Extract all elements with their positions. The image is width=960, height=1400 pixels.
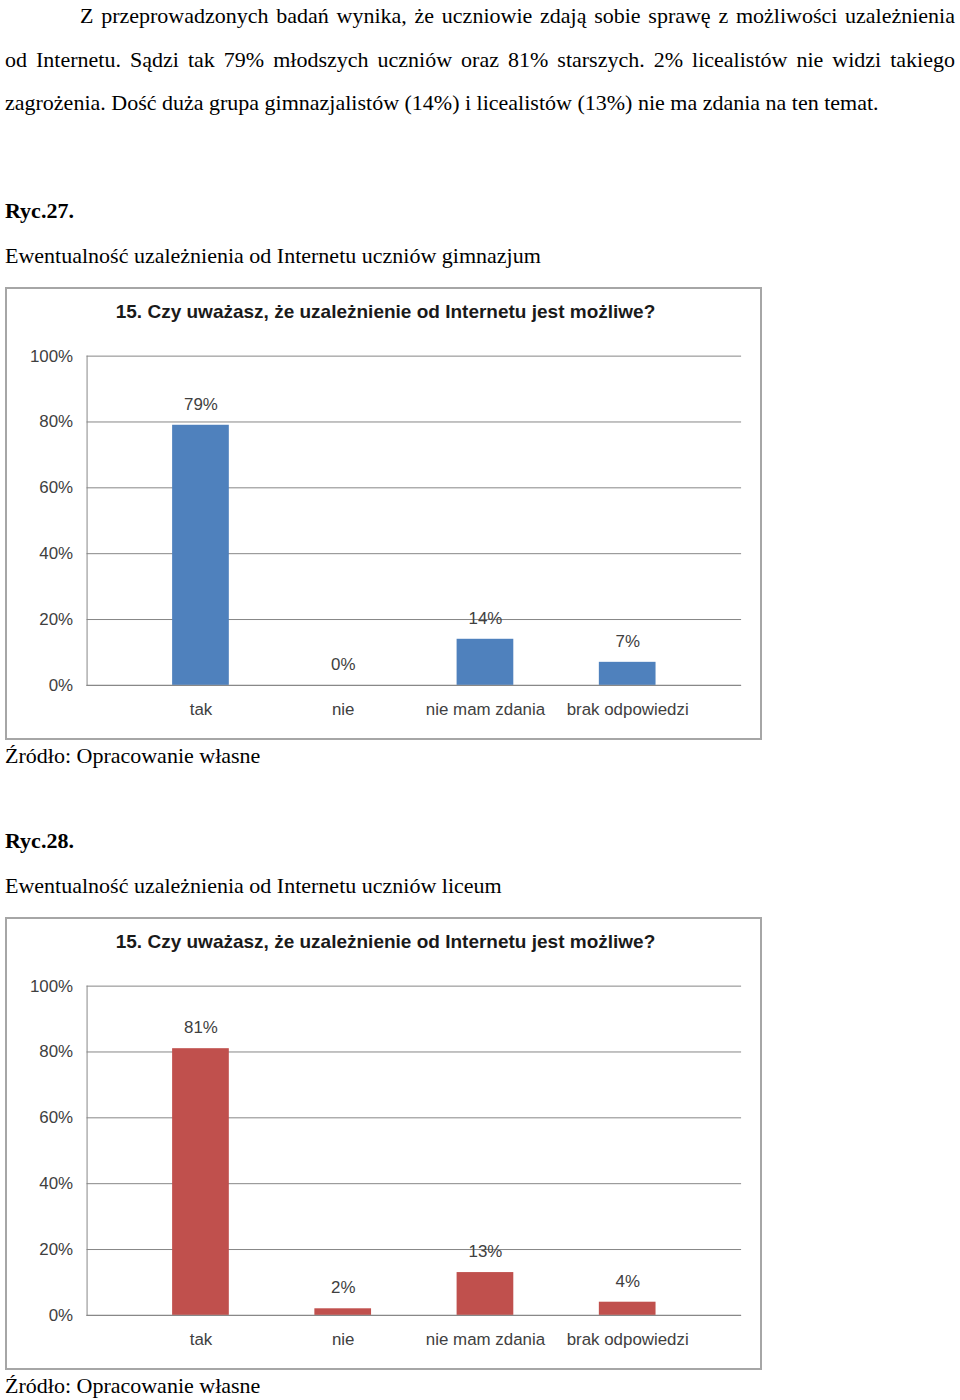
svg-text:nie mam zdania: nie mam zdania (426, 700, 546, 719)
svg-text:nie: nie (332, 700, 355, 719)
svg-text:0%: 0% (49, 1306, 73, 1325)
html-text:Z przeprowadzonych badań wynik: Z przeprowadzonych badań wynika, że uczn… (5, 3, 955, 115)
svg-text:2%: 2% (331, 1278, 355, 1297)
svg-text:7%: 7% (615, 632, 639, 651)
svg-text:100%: 100% (30, 347, 73, 366)
html-text:15. Czy uważasz, że uzależnien: 15. Czy uważasz, że uzależnienie od Inte… (115, 301, 656, 322)
svg-text:20%: 20% (39, 1240, 73, 1259)
html-text:15. Czy uważasz, że uzależnien: 15. Czy uważasz, że uzależnienie od Inte… (115, 931, 656, 952)
svg-text:nie mam zdania: nie mam zdania (426, 1330, 546, 1349)
svg-text:79%: 79% (184, 395, 218, 414)
svg-text:tak: tak (190, 1330, 213, 1349)
svg-text:60%: 60% (39, 1108, 73, 1127)
svg-text:0%: 0% (49, 676, 73, 695)
svg-text:brak odpowiedzi: brak odpowiedzi (567, 700, 689, 719)
svg-text:brak odpowiedzi: brak odpowiedzi (567, 1330, 689, 1349)
html-text:Źródło: Opracowanie własne: Źródło: Opracowanie własne (5, 1373, 261, 1398)
svg-text:14%: 14% (469, 609, 503, 628)
svg-text:40%: 40% (39, 544, 73, 563)
svg-text:80%: 80% (39, 412, 73, 431)
html-text:Źródło: Opracowanie własne: Źródło: Opracowanie własne (5, 743, 261, 768)
svg-text:tak: tak (190, 700, 213, 719)
svg-text:4%: 4% (615, 1272, 639, 1291)
html-text:Ewentualność uzależnienia od I: Ewentualność uzależnienia od Internetu u… (5, 873, 502, 898)
svg-text:80%: 80% (39, 1042, 73, 1061)
svg-text:40%: 40% (39, 1174, 73, 1193)
svg-text:20%: 20% (39, 610, 73, 629)
svg-text:60%: 60% (39, 478, 73, 497)
svg-text:13%: 13% (469, 1242, 503, 1261)
html-text:Ryc.27.: Ryc.27. (5, 198, 74, 223)
svg-text:81%: 81% (184, 1018, 218, 1037)
html-text:Ewentualność uzależnienia od I: Ewentualność uzależnienia od Internetu u… (5, 243, 541, 268)
svg-text:100%: 100% (30, 977, 73, 996)
svg-text:0%: 0% (331, 655, 355, 674)
svg-text:nie: nie (332, 1330, 355, 1349)
html-text:Ryc.28.: Ryc.28. (5, 828, 74, 853)
